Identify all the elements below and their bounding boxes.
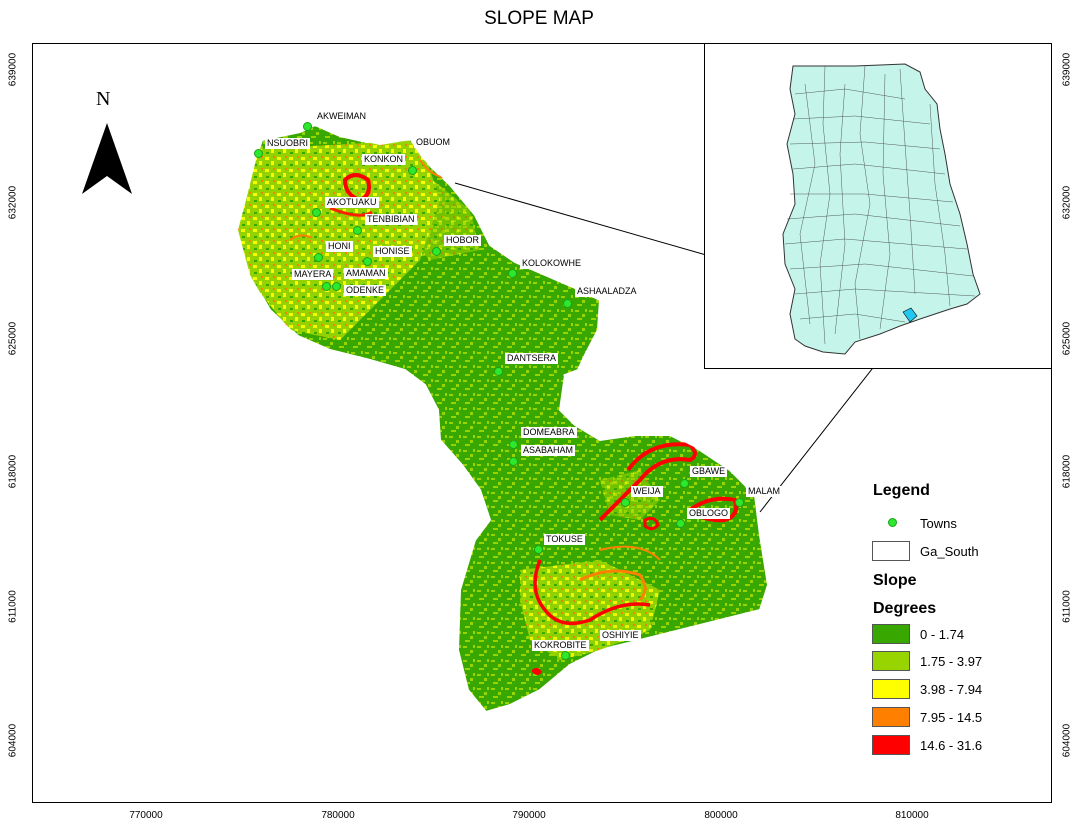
- legend-degrees-label: Degrees: [873, 600, 937, 617]
- town-label: KOLOKOWHE: [520, 258, 584, 269]
- town-label: KOKROBITE: [532, 640, 589, 651]
- legend-class-label: 0 - 1.74: [920, 627, 965, 642]
- town-marker: [509, 457, 518, 466]
- legend-class-label: 3.98 - 7.94: [920, 682, 983, 697]
- legend-class-swatch: [872, 707, 910, 727]
- legend-class-label: 14.6 - 31.6: [920, 738, 983, 753]
- legend-title: Legend: [873, 482, 930, 499]
- town-marker: [332, 282, 341, 291]
- town-label: HONISE: [373, 246, 412, 257]
- legend-class-label: 7.95 - 14.5: [920, 710, 983, 725]
- x-tick: 810000: [895, 810, 929, 821]
- legend-class-swatch: [872, 679, 910, 699]
- x-tick: 790000: [512, 810, 546, 821]
- town-label: DOMEABRA: [521, 427, 577, 438]
- town-label: HOBOR: [444, 235, 482, 246]
- town-marker: [303, 122, 312, 131]
- ga-south-highlight: [902, 307, 918, 323]
- town-marker: [563, 299, 572, 308]
- x-tick: 800000: [704, 810, 738, 821]
- town-label: MALAM: [746, 486, 783, 497]
- town-label: HONI: [326, 241, 353, 252]
- legend-slope-label: Slope: [873, 572, 917, 589]
- legend-boundary-label: Ga_South: [920, 544, 979, 559]
- town-marker: [322, 282, 331, 291]
- town-label: DANTSERA: [505, 353, 559, 364]
- town-marker: [363, 257, 372, 266]
- map-frame: [32, 43, 1052, 803]
- town-marker: [676, 519, 685, 528]
- inset-map: [704, 43, 1052, 369]
- town-label: NSUOBRI: [265, 138, 311, 149]
- legend-class-swatch: [872, 651, 910, 671]
- town-marker: [534, 545, 543, 554]
- town-label: AKOTUAKU: [325, 197, 379, 208]
- ghana-outline: [782, 63, 981, 355]
- map-title: SLOPE MAP: [484, 8, 594, 29]
- town-marker: [494, 367, 503, 376]
- north-label: N: [96, 88, 111, 110]
- town-label: GBAWE: [690, 466, 728, 477]
- town-marker: [561, 651, 570, 660]
- town-label: AKWEIMAN: [315, 111, 369, 122]
- town-label: OSHIYIE: [600, 630, 641, 641]
- town-label: TOKUSE: [544, 534, 585, 545]
- town-label: ODENKE: [344, 285, 387, 296]
- town-label: WEIJA: [631, 486, 663, 497]
- legend-class-swatch: [872, 735, 910, 755]
- town-marker: [353, 226, 362, 235]
- town-marker: [408, 166, 417, 175]
- town-label: KONKON: [362, 154, 406, 165]
- town-marker: [509, 440, 518, 449]
- town-marker: [680, 479, 689, 488]
- legend-town-symbol: [888, 518, 897, 527]
- town-label: OBUOM: [414, 137, 453, 148]
- town-marker: [735, 498, 744, 507]
- town-label: AMAMAN: [344, 268, 388, 279]
- town-label: ASABAHAM: [521, 445, 576, 456]
- town-marker: [432, 247, 441, 256]
- town-marker: [508, 269, 517, 278]
- town-label: MAYERA: [292, 269, 334, 280]
- town-marker: [314, 253, 323, 262]
- town-marker: [312, 208, 321, 217]
- legend-class-swatch: [872, 624, 910, 644]
- legend-towns-label: Towns: [920, 516, 957, 531]
- legend-class-label: 1.75 - 3.97: [920, 654, 983, 669]
- town-marker: [621, 498, 630, 507]
- town-label: ASHAALADZA: [575, 286, 639, 297]
- north-arrow-icon: [82, 123, 132, 194]
- ghana-inset-svg: [782, 63, 981, 355]
- legend-boundary-swatch: [872, 541, 910, 561]
- town-label: OBLOGO: [687, 508, 731, 519]
- town-label: TENBIBIAN: [365, 214, 417, 225]
- town-marker: [254, 149, 263, 158]
- x-tick: 780000: [321, 810, 355, 821]
- x-tick: 770000: [129, 810, 163, 821]
